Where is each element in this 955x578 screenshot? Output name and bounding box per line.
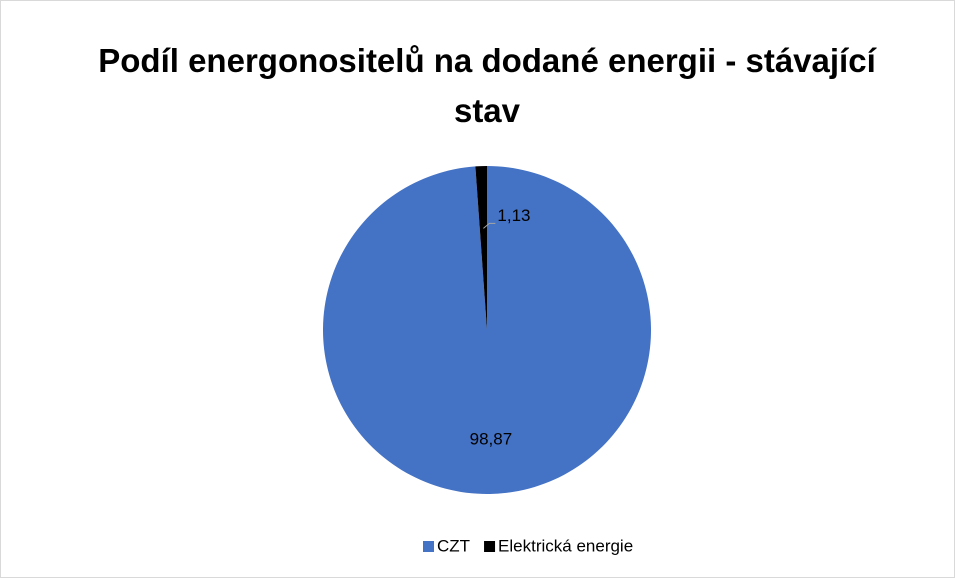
leader-line (483, 222, 496, 229)
chart-title: Podíl energonositelů na dodané energii -… (98, 42, 876, 129)
data-label: 98,87 (470, 429, 513, 448)
legend-swatch (484, 541, 496, 552)
pie-slice (323, 166, 652, 494)
data-label: 1,13 (497, 206, 530, 225)
legend-label: Elektrická energie (498, 536, 633, 555)
pie-slice (475, 166, 487, 330)
legend-label: CZT (437, 536, 470, 555)
legend-swatch (423, 541, 434, 552)
